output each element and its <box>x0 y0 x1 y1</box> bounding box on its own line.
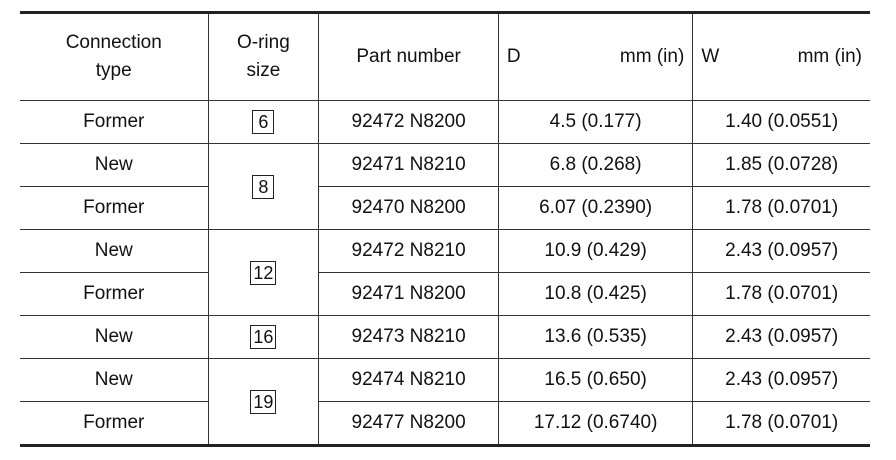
table-row: Former 6 92472 N8200 4.5 (0.177) 1.40 (0.055… <box>20 100 870 144</box>
connection-type: New <box>20 315 209 359</box>
connection-type: Former <box>20 100 209 144</box>
w-value: 1.40 (0.0551) <box>692 100 870 144</box>
w-value: 2.43 (0.0957) <box>692 229 870 273</box>
oring-size: 12 <box>250 260 277 285</box>
part-number: 92473 N8210 <box>318 315 499 359</box>
table-row: Former 92470 N8200 6.07 (0.2390) 1.78 (0.07… <box>20 186 870 230</box>
part-number: 92470 N8200 <box>318 186 499 230</box>
table-row: Former 92477 N8200 17.12 (0.6740) 1.78 (0.0… <box>20 401 870 446</box>
oring-size: 8 <box>252 174 275 199</box>
header-label: Part number <box>356 46 461 67</box>
connection-type: Former <box>20 401 209 446</box>
header-label: D <box>506 46 521 67</box>
part-number: 92472 N8200 <box>318 100 499 144</box>
header-label: Connection type <box>65 32 162 81</box>
d-value: 16.5 (0.650) <box>497 358 694 402</box>
header-label: W <box>701 46 720 67</box>
oring-size-cell: 19 <box>207 358 320 446</box>
w-value: 1.78 (0.0701) <box>692 272 870 316</box>
header-unit: mm (in) <box>619 46 685 67</box>
table-row: New 12 92472 N8210 10.9 (0.429) 2.43 (0.0957… <box>20 229 870 316</box>
table-row: New 19 92474 N8210 16.5 (0.650) 2.43 (0.0957… <box>20 358 870 446</box>
header-label: O-ring size <box>237 32 290 81</box>
d-value: 10.8 (0.425) <box>497 272 694 316</box>
header-unit: mm (in) <box>797 46 862 67</box>
w-value: 1.85 (0.0728) <box>692 143 870 187</box>
oring-size-cell: 12 <box>207 229 320 316</box>
connection-type: Former <box>20 272 209 316</box>
d-value: 4.5 (0.177) <box>497 100 694 144</box>
d-value: 13.6 (0.535) <box>497 315 694 359</box>
connection-type: New <box>20 229 209 273</box>
w-value: 2.43 (0.0957) <box>692 315 870 359</box>
w-value: 1.78 (0.0701) <box>692 401 870 446</box>
part-number: 92477 N8200 <box>318 401 499 446</box>
oring-size-cell: 6 <box>207 100 320 144</box>
d-value: 6.8 (0.268) <box>497 143 694 187</box>
oring-size: 16 <box>250 325 277 349</box>
part-number: 92471 N8210 <box>318 143 499 187</box>
d-value: 6.07 (0.2390) <box>497 186 694 230</box>
part-number: 92472 N8210 <box>318 229 499 273</box>
header-cell: Connection type <box>20 12 209 101</box>
table-row: New 16 92473 N8210 13.6 (0.535) 2.43 (0.0957… <box>20 315 870 359</box>
part-number: 92474 N8210 <box>318 358 499 402</box>
part-number: 92471 N8200 <box>318 272 499 316</box>
oring-size: 19 <box>250 389 277 414</box>
header-cell: O-ring size <box>207 12 320 101</box>
oring-size-cell: 16 <box>207 315 320 359</box>
oring-size-cell: 8 <box>207 143 320 230</box>
connection-type: New <box>20 143 209 187</box>
connection-type: Former <box>20 186 209 230</box>
table-row: New 8 92471 N8210 6.8 (0.268) 1.85 (0.0728) <box>20 143 870 230</box>
header-cell: Part number <box>318 12 499 101</box>
connection-type: New <box>20 358 209 402</box>
table-row: Former 92471 N8200 10.8 (0.425) 1.78 (0.070… <box>20 272 870 316</box>
d-value: 17.12 (0.6740) <box>497 401 694 446</box>
d-value: 10.9 (0.429) <box>497 229 694 273</box>
w-value: 1.78 (0.0701) <box>692 186 870 230</box>
w-value: 2.43 (0.0957) <box>692 358 870 402</box>
oring-size: 6 <box>252 110 275 134</box>
